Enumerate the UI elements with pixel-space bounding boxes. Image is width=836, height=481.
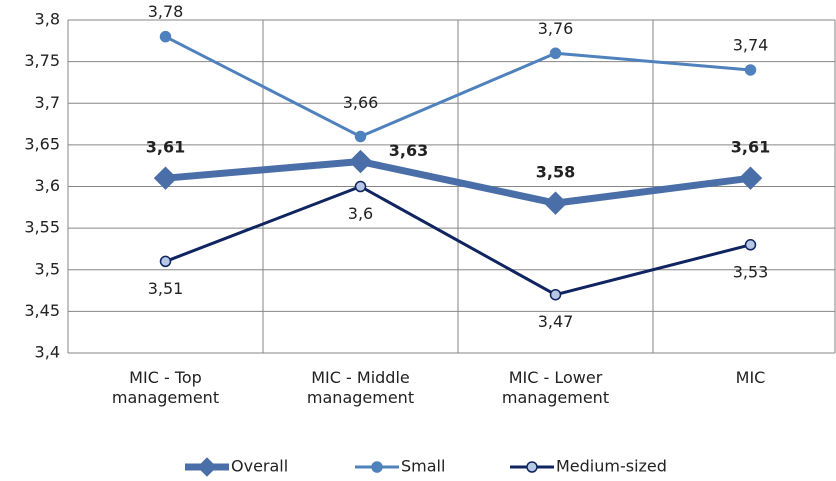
y-tick-label: 3,7 (35, 93, 60, 112)
data-label: 3,51 (148, 279, 184, 298)
data-label: 3,53 (733, 262, 769, 281)
data-point (159, 255, 172, 268)
y-tick-label: 3,4 (35, 343, 60, 362)
y-tick-label: 3,6 (35, 176, 60, 195)
data-label: 3,78 (148, 2, 184, 21)
data-point (543, 191, 568, 215)
legend-marker (197, 457, 217, 477)
data-point (744, 239, 757, 251)
data-point (549, 288, 562, 301)
y-tick-label: 3,8 (35, 10, 60, 29)
data-point (153, 166, 178, 190)
legend-marker (526, 461, 538, 473)
legend-marker (371, 461, 383, 473)
data-label: 3,66 (343, 93, 379, 112)
data-label: 3,6 (348, 204, 373, 223)
data-point (354, 180, 367, 193)
data-point (744, 64, 757, 76)
y-tick-label: 3,55 (24, 218, 60, 237)
data-label: 3,47 (538, 312, 574, 331)
y-tick-label: 3,5 (35, 259, 60, 278)
data-point (348, 149, 373, 174)
data-point (354, 130, 367, 143)
legend-label: Medium-sized (556, 457, 667, 476)
data-point (549, 47, 562, 60)
data-label: 3,74 (733, 35, 769, 54)
legend-label: Overall (231, 457, 288, 476)
data-point (738, 166, 763, 190)
y-tick-label: 3,45 (24, 301, 60, 320)
data-label: 3,76 (538, 19, 574, 38)
data-label: 3,63 (389, 141, 428, 160)
data-label: 3,61 (731, 138, 770, 157)
series-line (165, 158, 751, 207)
series-line (164, 35, 751, 139)
data-point (159, 30, 172, 43)
x-tick-label: MIC - Top management (111, 368, 220, 407)
x-tick-label: MIC - Lower management (501, 368, 610, 407)
y-tick-label: 3,75 (24, 51, 60, 70)
legend-label: Small (401, 457, 445, 476)
data-label: 3,61 (146, 138, 185, 157)
series-line (164, 185, 751, 297)
y-tick-label: 3,65 (24, 134, 60, 153)
x-tick-label: MIC (735, 368, 766, 387)
x-tick-label: MIC - Middle management (306, 368, 415, 407)
data-label: 3,58 (536, 163, 575, 182)
